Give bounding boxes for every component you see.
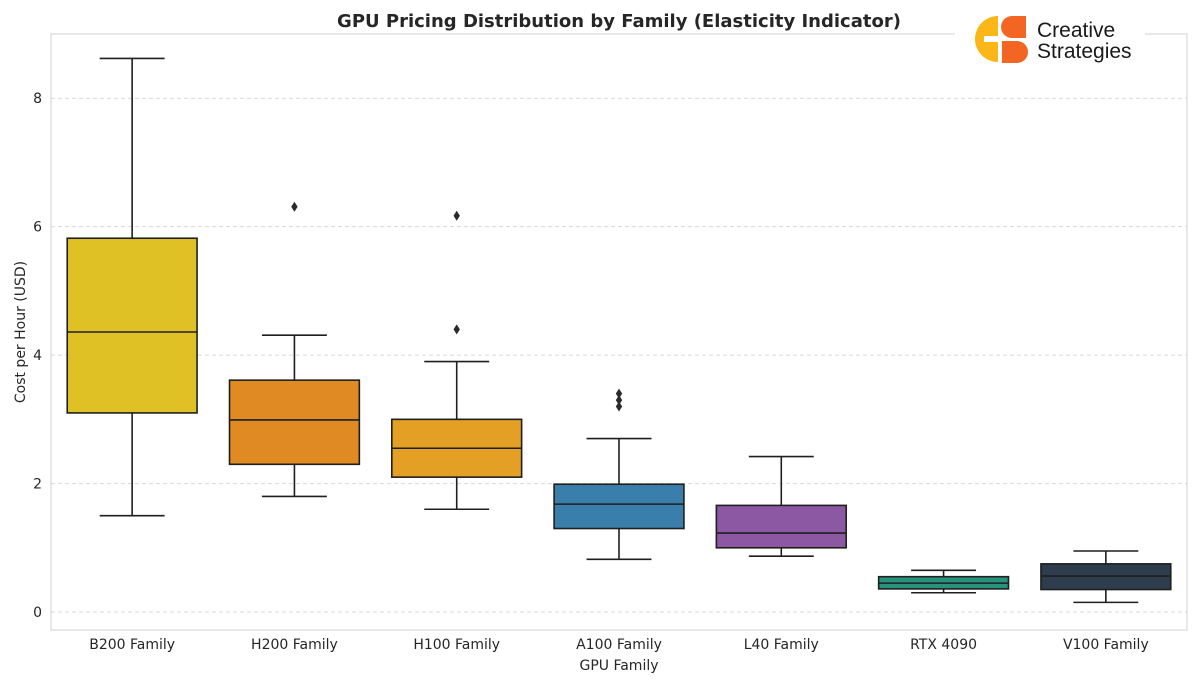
chart-title: GPU Pricing Distribution by Family (Elas… xyxy=(337,11,901,32)
y-axis-label: Cost per Hour (USD) xyxy=(13,261,29,403)
outlier-point xyxy=(615,388,623,399)
logo-s-top-shape xyxy=(1001,16,1026,38)
x-tick-label: RTX 4090 xyxy=(910,637,977,653)
y-tick-label: 2 xyxy=(33,477,42,493)
y-tick-labels: 0 2 4 6 8 xyxy=(33,91,42,621)
x-tick-labels: B200 Family H200 Family H100 Family A100 Fa… xyxy=(89,637,1149,653)
x-tick-label: B200 Family xyxy=(89,637,175,653)
box xyxy=(553,483,685,530)
x-tick-label: L40 Family xyxy=(744,637,819,653)
creative-strategies-logo: Creative Strategies xyxy=(955,10,1145,70)
y-tick-label: 6 xyxy=(33,220,42,236)
outlier-point xyxy=(453,324,460,335)
box-group xyxy=(228,201,361,498)
box-group xyxy=(390,210,523,511)
x-tick-label: V100 Family xyxy=(1063,637,1149,653)
x-tick-label: H200 Family xyxy=(251,637,338,653)
x-axis-label: GPU Family xyxy=(579,658,658,674)
box-group xyxy=(66,57,198,517)
x-tick-label: H100 Family xyxy=(413,637,500,653)
box-group xyxy=(877,569,1010,594)
box-group xyxy=(553,388,685,561)
y-tick-label: 0 xyxy=(33,605,42,621)
outlier-point xyxy=(615,395,623,406)
x-tick-label: A100 Family xyxy=(576,637,662,653)
boxes xyxy=(66,57,1172,604)
box-group xyxy=(1040,550,1172,604)
outlier-point xyxy=(291,201,298,212)
box xyxy=(228,379,361,466)
logo-text-creative: Creative xyxy=(1037,19,1115,42)
outlier-point xyxy=(453,210,460,221)
box-group xyxy=(715,455,847,557)
box xyxy=(715,504,847,549)
logo-s-bottom-shape xyxy=(1002,41,1028,63)
box xyxy=(66,237,198,414)
y-tick-label: 8 xyxy=(33,91,42,107)
logo-c-shape xyxy=(975,16,998,62)
y-tick-label: 4 xyxy=(33,348,42,364)
outlier-point xyxy=(615,401,623,412)
logo-mark-icon xyxy=(975,16,1028,63)
logo-text-strategies: Strategies xyxy=(1037,40,1132,63)
